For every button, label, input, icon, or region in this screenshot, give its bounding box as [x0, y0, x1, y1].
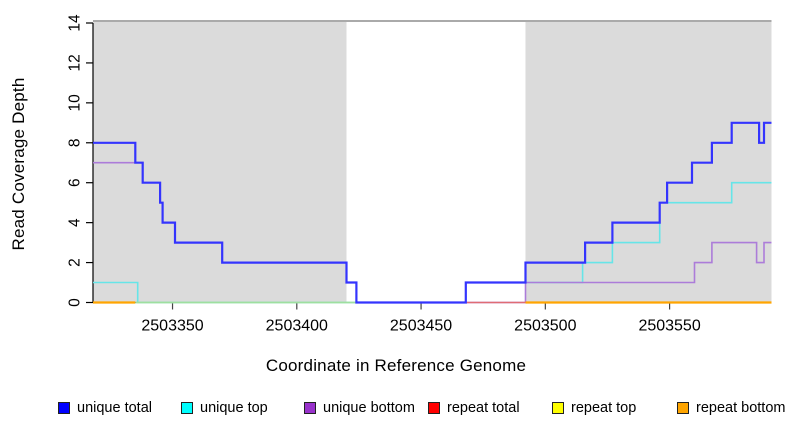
y-tick-label-14: 14: [67, 14, 84, 32]
y-tick-label-12: 12: [67, 54, 84, 71]
series-line-unique-total: [93, 121, 772, 304]
x-axis-title: Coordinate in Reference Genome: [265, 356, 527, 375]
y-tick-label-4: 4: [67, 218, 84, 227]
y-tick-label-6: 6: [67, 178, 84, 187]
x-tick-label-2503550: 2503550: [638, 318, 700, 335]
y-tick-label-8: 8: [67, 138, 84, 147]
y-tick-label-10: 10: [67, 94, 84, 112]
y-tick-label-2: 2: [67, 258, 84, 267]
y-axis-title: Read Coverage Depth: [9, 77, 28, 251]
x-tick-label-2503450: 2503450: [390, 318, 452, 335]
x-tick-label-2503350: 2503350: [141, 318, 203, 335]
repeat-region-shade-1: [525, 22, 772, 303]
x-tick-label-2503400: 2503400: [266, 318, 328, 335]
y-tick-label-0: 0: [67, 298, 84, 307]
x-tick-label-2503500: 2503500: [514, 318, 576, 335]
